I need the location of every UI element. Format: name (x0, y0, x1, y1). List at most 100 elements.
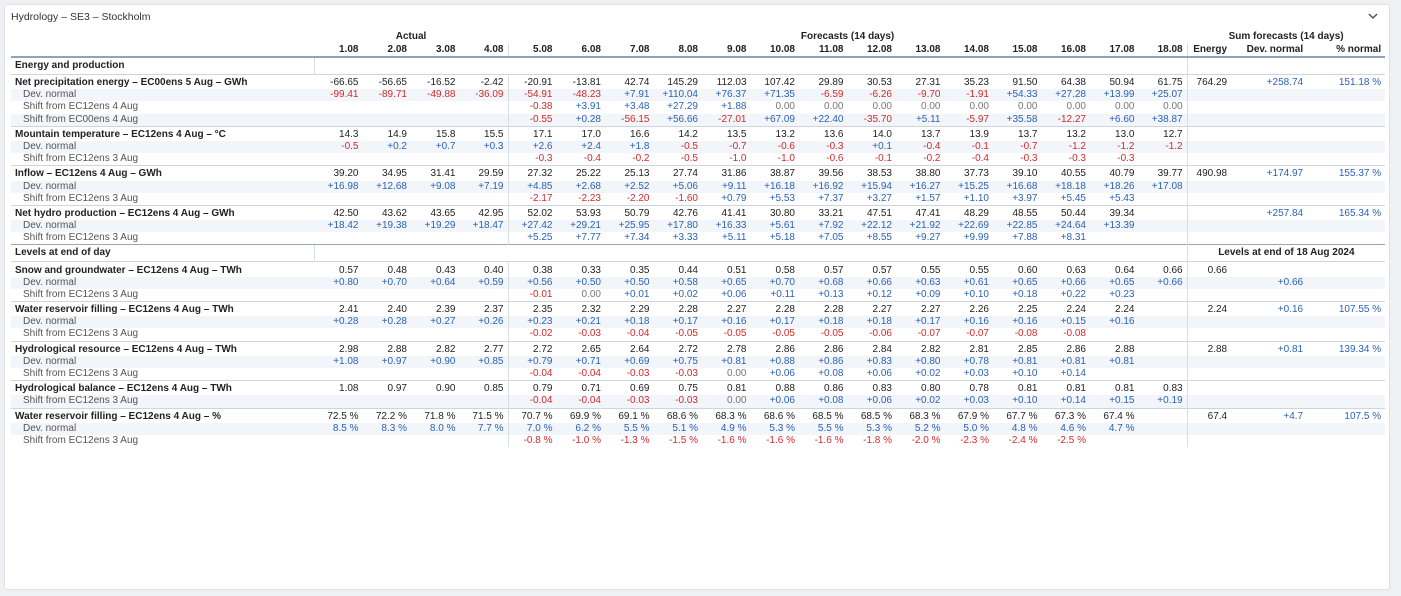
value-cell: 2.26 (944, 301, 993, 317)
value-cell: -0.4 (971, 153, 989, 165)
value-cell: +5.18 (769, 232, 795, 244)
value-cell (314, 101, 363, 113)
section-row: Energy and production (11, 56, 1386, 75)
value-cell: 0.63 (1041, 261, 1090, 277)
value-cell: 61.75 (1138, 74, 1188, 90)
value-cell: +1.57 (915, 192, 941, 204)
date-header[interactable]: 13.08 (896, 43, 945, 58)
value-cell: 70.7 % (507, 407, 557, 423)
date-header[interactable]: 4.08 (459, 43, 508, 58)
value-cell (411, 368, 460, 381)
value-cell: 0.55 (896, 261, 945, 277)
date-header[interactable]: 10.08 (750, 43, 799, 58)
value-cell: -0.2 (632, 153, 650, 165)
date-header[interactable]: 8.08 (653, 43, 702, 58)
sum-cell (1186, 125, 1232, 141)
value-cell: +0.66 (847, 276, 896, 289)
sub-row: Shift from EC12ens 3 Aug -0.04 -0.04 -0.03 -… (11, 367, 1385, 381)
sum-cell: +4.7 (1231, 407, 1308, 423)
value-cell: 5.2 % (896, 422, 945, 435)
value-cell: +3.33 (672, 232, 698, 244)
value-cell: 0.79 (507, 380, 557, 396)
sum-column-header[interactable]: % normal (1307, 43, 1386, 58)
value-cell: 2.77 (459, 340, 508, 356)
table-body: Energy and production Net precipitation e… (11, 56, 1386, 448)
value-cell: 0.00 (824, 101, 844, 113)
date-header[interactable]: 5.08 (507, 43, 557, 58)
value-cell (411, 193, 460, 206)
value-cell: +0.06 (721, 288, 747, 300)
value-cell: +0.26 (459, 316, 508, 329)
sum-cell (1186, 422, 1232, 435)
date-header[interactable]: 15.08 (993, 43, 1042, 58)
date-header[interactable]: 3.08 (411, 43, 460, 58)
date-header[interactable]: 16.08 (1041, 43, 1090, 58)
sum-column-header[interactable]: Dev. normal (1231, 43, 1308, 58)
value-cell: +0.27 (411, 316, 460, 329)
value-cell: 2.32 (556, 301, 605, 317)
value-cell: +17.80 (653, 220, 702, 233)
value-cell: +22.40 (799, 113, 848, 127)
value-cell: 0.75 (653, 380, 702, 396)
value-cell: 0.71 (556, 380, 605, 396)
sum-cell: +0.81 (1231, 340, 1308, 356)
date-header[interactable]: 17.08 (1090, 43, 1139, 58)
sum-cell (1231, 153, 1307, 166)
value-cell: +35.58 (993, 113, 1042, 127)
value-cell: +0.17 (750, 316, 799, 329)
value-cell: 7.7 % (459, 422, 508, 435)
value-cell: +38.87 (1138, 113, 1188, 127)
date-header[interactable]: 9.08 (702, 43, 751, 58)
date-header[interactable]: 14.08 (944, 43, 993, 58)
value-cell: -48.23 (556, 89, 605, 102)
sum-cell (1307, 276, 1386, 289)
date-header[interactable]: 7.08 (605, 43, 654, 58)
value-cell: 13.7 (896, 125, 945, 141)
date-header[interactable]: 11.08 (799, 43, 848, 58)
value-cell: -0.03 (626, 368, 650, 380)
value-cell: 145.29 (653, 74, 702, 90)
sub-row: Shift from EC12ens 3 Aug -0.8 % -1.0 % -1.3… (11, 434, 1385, 448)
group-sum-forecasts: Sum forecasts (14 days) (1228, 30, 1344, 42)
value-cell: +0.70 (750, 276, 799, 289)
metric-label: Hydrological balance – EC12ens 4 Aug – T… (11, 380, 314, 396)
value-cell: 2.82 (411, 340, 460, 356)
value-cell: +0.09 (915, 288, 941, 300)
value-cell: 25.22 (556, 165, 605, 181)
value-cell: +9.11 (702, 180, 751, 193)
date-header[interactable]: 6.08 (556, 43, 605, 58)
value-cell: 2.27 (702, 301, 751, 317)
value-cell (459, 113, 508, 127)
sum-column-header[interactable]: Energy (1186, 43, 1232, 58)
sum-cell (1231, 316, 1308, 329)
value-cell (1138, 301, 1188, 317)
value-cell: 40.55 (1041, 165, 1090, 181)
sub-row: Dev. normal +0.28 +0.28 +0.27 +0.26 +0.23 +0.2… (11, 316, 1386, 329)
value-cell: 43.62 (362, 204, 411, 221)
value-cell: +8.55 (866, 232, 892, 244)
value-cell: 0.35 (605, 261, 654, 277)
sum-cell (1231, 395, 1308, 408)
value-cell (460, 328, 509, 341)
value-cell: +7.88 (1012, 232, 1038, 244)
value-cell: +0.14 (1060, 368, 1086, 380)
date-header[interactable]: 18.08 (1138, 43, 1188, 58)
value-cell: +27.29 (667, 101, 698, 113)
value-cell: 6.2 % (556, 422, 605, 435)
value-cell: 48.55 (993, 204, 1042, 221)
value-cell: +0.79 (507, 355, 557, 368)
date-header[interactable]: 1.08 (314, 43, 363, 58)
chevron-down-icon[interactable] (1367, 9, 1379, 27)
value-cell: 0.81 (993, 380, 1042, 396)
section-label: Levels at end of day (11, 244, 314, 262)
value-cell: +0.71 (556, 355, 605, 368)
value-cell: 0.85 (459, 380, 508, 396)
date-header[interactable]: 2.08 (362, 43, 411, 58)
value-cell: 2.84 (847, 340, 896, 356)
value-cell (363, 101, 412, 113)
sum-cell: 155.37 % (1307, 165, 1386, 181)
date-header[interactable]: 12.08 (847, 43, 896, 58)
value-cell: 27.31 (896, 74, 945, 90)
sum-cell (1307, 180, 1386, 193)
value-cell: +0.80 (314, 276, 363, 289)
